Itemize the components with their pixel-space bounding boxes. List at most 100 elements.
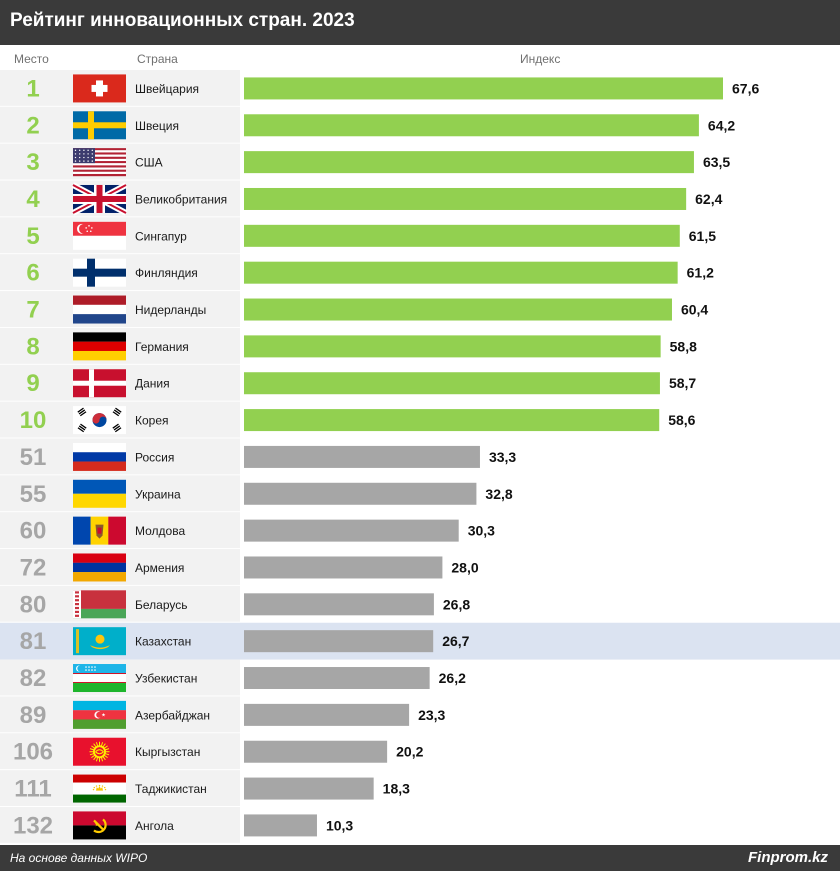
- bar: [244, 409, 660, 432]
- moldova-flag-icon: [73, 516, 126, 545]
- row-separator: [0, 400, 240, 402]
- uk-flag-icon: [71, 182, 128, 216]
- header-country: Страна: [137, 52, 178, 66]
- country-label: Дания: [135, 377, 170, 391]
- country-label: Азербайджан: [135, 708, 210, 722]
- rank-label: 51: [20, 444, 47, 471]
- row-separator: [0, 290, 240, 292]
- azerbaijan-flag-icon: [73, 700, 126, 729]
- country-label: Армения: [135, 561, 184, 575]
- bar: [244, 593, 434, 616]
- bar: [244, 151, 694, 174]
- row-separator: [0, 732, 240, 734]
- value-label: 58,7: [669, 375, 696, 391]
- country-label: США: [135, 156, 163, 170]
- value-label: 30,3: [468, 523, 495, 539]
- bar: [244, 77, 723, 100]
- bar: [244, 445, 480, 468]
- row-separator: [0, 105, 240, 107]
- header-index: Индекс: [520, 52, 561, 66]
- country-label: Молдова: [135, 524, 185, 538]
- value-label: 26,2: [439, 670, 466, 686]
- country-label: Корея: [135, 414, 169, 428]
- value-label: 67,6: [732, 80, 759, 96]
- row-separator: [0, 842, 240, 844]
- rank-label: 60: [20, 518, 47, 545]
- switzerland-flag-icon: [73, 74, 126, 103]
- tajikistan-flag-icon: [73, 774, 126, 803]
- bar: [244, 114, 699, 137]
- korea-flag-icon: [73, 406, 126, 435]
- rank-label: 3: [26, 149, 39, 176]
- value-label: 58,8: [670, 338, 697, 354]
- bar: [244, 482, 477, 505]
- bar: [244, 372, 660, 395]
- value-label: 58,6: [668, 412, 695, 428]
- finland-flag-icon: [73, 258, 126, 287]
- title-bar: Рейтинг инновационных стран. 2023: [0, 0, 840, 45]
- bar: [244, 261, 678, 284]
- header-place: Место: [14, 52, 49, 66]
- angola-flag-icon: [73, 811, 126, 840]
- country-label: Беларусь: [135, 598, 187, 612]
- row-separator: [0, 621, 240, 623]
- country-label: Великобритания: [135, 192, 227, 206]
- rank-label: 9: [26, 370, 39, 397]
- value-label: 63,5: [703, 154, 730, 170]
- row-separator: [0, 363, 240, 365]
- ranking-bar-chart: 1 Швейцария 67,6 2 Швеция 64,2 3 США 63,5 4 Велико…: [0, 70, 840, 844]
- row-separator: [0, 437, 240, 439]
- value-label: 61,2: [687, 265, 714, 281]
- bar: [244, 777, 374, 800]
- row-separator: [0, 474, 240, 476]
- rank-label: 8: [26, 333, 39, 360]
- row-separator: [0, 253, 240, 255]
- rank-label: 111: [14, 776, 51, 803]
- country-label: Сингапур: [135, 229, 187, 243]
- country-label: Таджикистан: [135, 782, 207, 796]
- country-label: Ангола: [135, 819, 174, 833]
- row-separator: [0, 179, 240, 181]
- bar: [244, 667, 430, 690]
- value-label: 26,7: [442, 633, 469, 649]
- row-separator: [0, 695, 240, 697]
- belarus-flag-icon: [73, 590, 126, 619]
- country-label: Швеция: [135, 119, 179, 133]
- rank-label: 6: [26, 260, 39, 287]
- bar: [244, 335, 661, 358]
- row-separator: [0, 548, 240, 550]
- row-separator: [0, 142, 240, 144]
- value-label: 18,3: [383, 781, 410, 797]
- country-label: Украина: [135, 487, 181, 501]
- value-label: 61,5: [689, 228, 716, 244]
- country-label: Нидерланды: [135, 303, 206, 317]
- value-label: 32,8: [485, 486, 512, 502]
- value-label: 20,2: [396, 744, 423, 760]
- country-label: Казахстан: [135, 635, 191, 649]
- row-separator: [0, 806, 240, 807]
- chart-title: Рейтинг инновационных стран. 2023: [10, 10, 355, 31]
- sweden-flag-icon: [73, 111, 126, 140]
- bar: [244, 630, 434, 653]
- rank-label: 82: [20, 665, 47, 692]
- kyrgyzstan-flag-icon: [73, 737, 126, 766]
- rank-label: 1: [26, 75, 39, 102]
- value-label: 62,4: [695, 191, 722, 207]
- bar: [244, 814, 317, 837]
- armenia-flag-icon: [73, 553, 126, 582]
- country-label: Швейцария: [135, 82, 199, 96]
- bar: [244, 703, 410, 726]
- usa-flag-icon: [73, 148, 126, 177]
- country-label: Узбекистан: [135, 672, 197, 686]
- bar: [244, 556, 443, 579]
- bar: [244, 519, 459, 542]
- rank-label: 4: [26, 186, 40, 213]
- row-separator: [0, 584, 240, 586]
- denmark-flag-icon: [73, 369, 126, 398]
- footer-brand: Finprom.kz: [747, 849, 828, 866]
- row-separator: [0, 326, 240, 328]
- rank-label: 2: [26, 112, 39, 139]
- footer-source: На основе данных WIPO: [10, 851, 148, 865]
- rank-label: 5: [26, 223, 39, 250]
- rank-label: 81: [20, 628, 47, 655]
